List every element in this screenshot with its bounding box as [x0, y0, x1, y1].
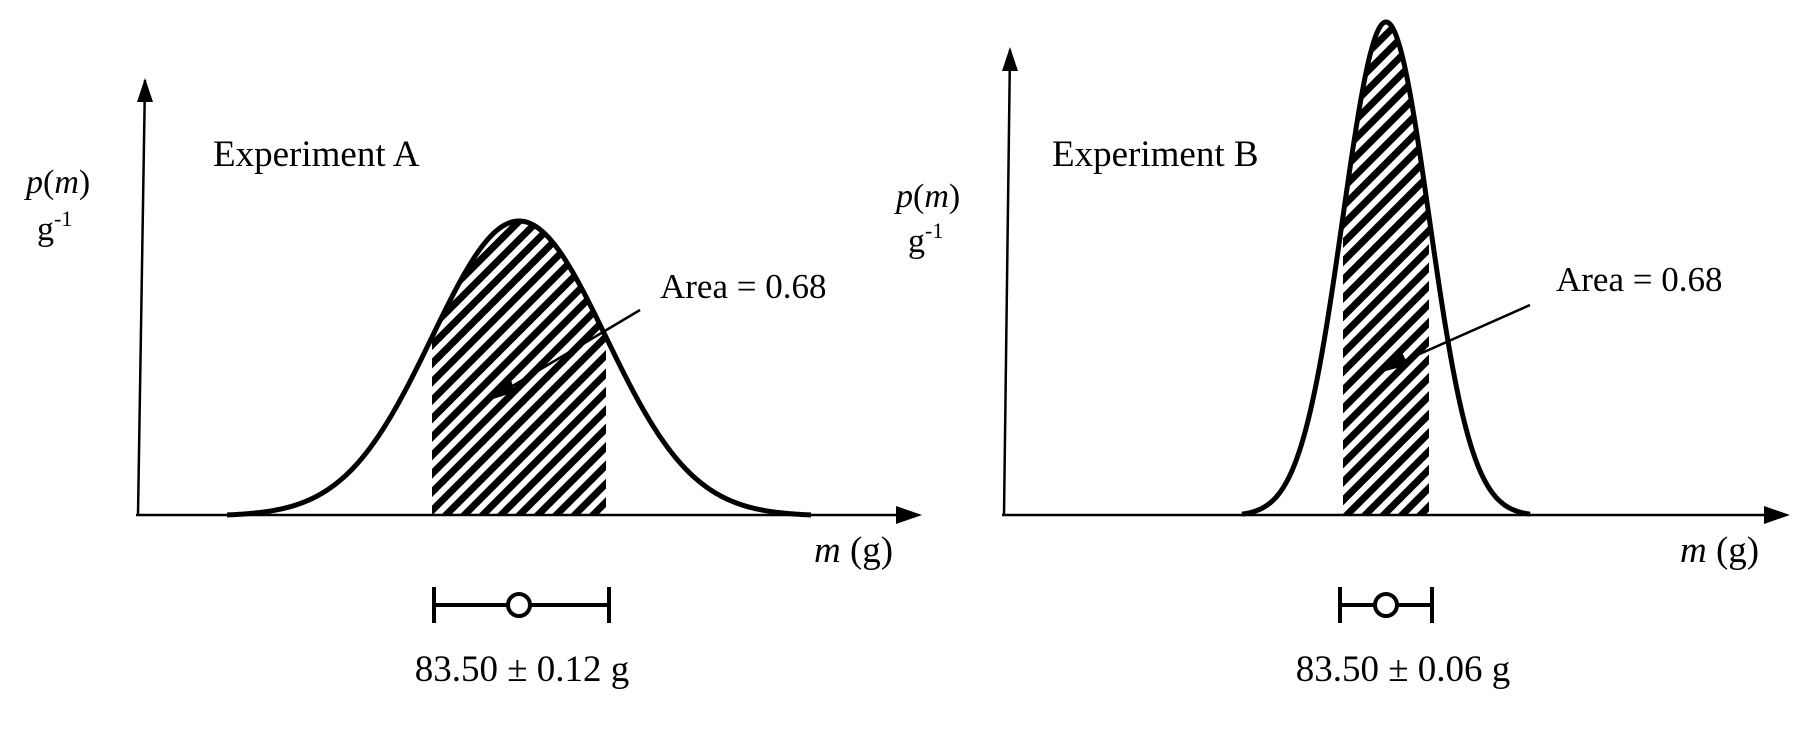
y-axis-a: [136, 79, 147, 516]
y-label-var-b: m: [924, 178, 949, 215]
annotation-arrowhead-b: [1382, 350, 1408, 372]
x-axis-arrow-a: [896, 506, 922, 524]
x-axis-label-a: m (g): [814, 530, 893, 571]
y-unit-exp-b: -1: [925, 218, 943, 243]
shaded-region-b: [1343, 22, 1429, 516]
panel-experiment-b: Area = 0.68 Experiment B p(m) g-1 m (g) …: [894, 19, 1790, 690]
annotation-label-b: Area = 0.68: [1556, 260, 1723, 299]
y-axis-unit-a: g-1: [37, 206, 72, 248]
annotation-arrowhead-a: [490, 377, 515, 400]
y-label-main-a: p: [24, 164, 43, 201]
annotation-arrow-b: [1387, 303, 1531, 370]
annotation-arrow-a: [493, 308, 641, 399]
panel-title-b: Experiment B: [1052, 134, 1259, 175]
error-bar-b: [1338, 587, 1434, 623]
x-label-unit-b: (g): [1707, 530, 1759, 571]
y-axis-label-a: p(m): [24, 164, 90, 201]
gaussian-curve-b: [1240, 19, 1532, 517]
annotation-label-a: Area = 0.68: [660, 267, 827, 306]
y-label-var-a: m: [54, 164, 79, 201]
x-label-var-a: m: [814, 530, 841, 571]
result-label-b: 83.50 ± 0.06 g: [1296, 649, 1511, 690]
x-axis-arrow-b: [1764, 506, 1790, 524]
x-axis-label-b: m (g): [1680, 530, 1759, 571]
y-axis-arrow-b: [1002, 47, 1018, 71]
panel-title-a: Experiment A: [213, 134, 420, 175]
y-axis-unit-b: g-1: [908, 218, 943, 260]
mean-marker-b: [1373, 592, 1399, 618]
y-axis-b: [1002, 49, 1012, 516]
mean-marker-a: [506, 592, 532, 618]
y-unit-base-b: g: [908, 223, 925, 260]
shaded-region-a: [432, 221, 606, 516]
y-unit-base-a: g: [37, 211, 54, 248]
x-label-var-b: m: [1680, 530, 1707, 571]
x-label-unit-a: (g): [841, 530, 893, 571]
y-unit-exp-a: -1: [54, 206, 72, 231]
error-bar-a: [432, 587, 611, 623]
y-axis-label-b: p(m): [894, 178, 960, 215]
gaussian-curve-a: [225, 218, 813, 518]
result-label-a: 83.50 ± 0.12 g: [415, 649, 630, 690]
y-axis-arrow-a: [137, 78, 153, 102]
y-label-main-b: p: [894, 178, 913, 215]
panel-experiment-a: Area = 0.68 Experiment A p(m) g-1 m (g) …: [24, 78, 922, 690]
